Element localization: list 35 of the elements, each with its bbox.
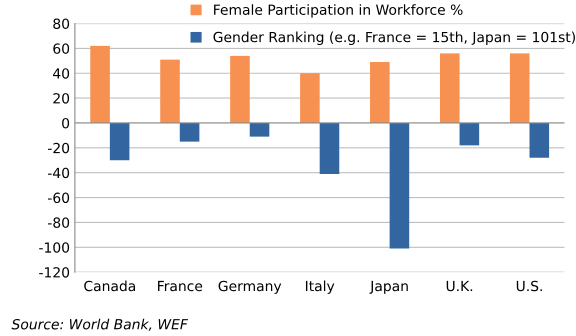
- bar: [230, 56, 250, 123]
- bar: [160, 60, 180, 123]
- bar: [90, 46, 110, 123]
- legend-label: Female Participation in Workforce %: [214, 4, 463, 18]
- bar: [300, 73, 320, 123]
- x-tick-label: Canada: [84, 280, 136, 292]
- bar: [370, 62, 390, 123]
- y-tick-label: -40: [48, 168, 70, 178]
- y-tick-label: -80: [48, 217, 70, 228]
- y-tick-label: -20: [48, 142, 70, 154]
- y-tick-label: 80: [53, 18, 70, 29]
- x-tick-label: Italy: [306, 280, 334, 294]
- x-tick-label: Japan: [370, 280, 408, 294]
- bar: [510, 53, 530, 123]
- source-note: Source: World Bank, WEF: [12, 318, 188, 331]
- y-tick-label: 40: [53, 68, 70, 79]
- bar: [390, 122, 410, 249]
- x-tick-label: Germany: [218, 280, 282, 294]
- bar: [530, 122, 550, 158]
- bar: [110, 122, 130, 160]
- bar: [180, 122, 200, 142]
- y-tick-label: -120: [39, 267, 70, 278]
- x-tick-label: U.S.: [516, 280, 542, 292]
- y-tick-label: -60: [48, 192, 70, 204]
- x-tick-label: U.K.: [446, 280, 472, 292]
- bar: [440, 53, 460, 123]
- x-tick-label: France: [158, 280, 202, 292]
- y-tick-label: 20: [53, 93, 70, 104]
- bar: [250, 122, 270, 137]
- bar: [460, 122, 480, 146]
- y-tick-label: 60: [53, 43, 70, 54]
- legend-label: Gender Ranking (e.g. France = 15th, Japan = 101st): [214, 32, 575, 45]
- y-tick-label: -100: [39, 242, 70, 253]
- bar: [320, 122, 340, 174]
- y-tick-label: 0: [62, 118, 70, 128]
